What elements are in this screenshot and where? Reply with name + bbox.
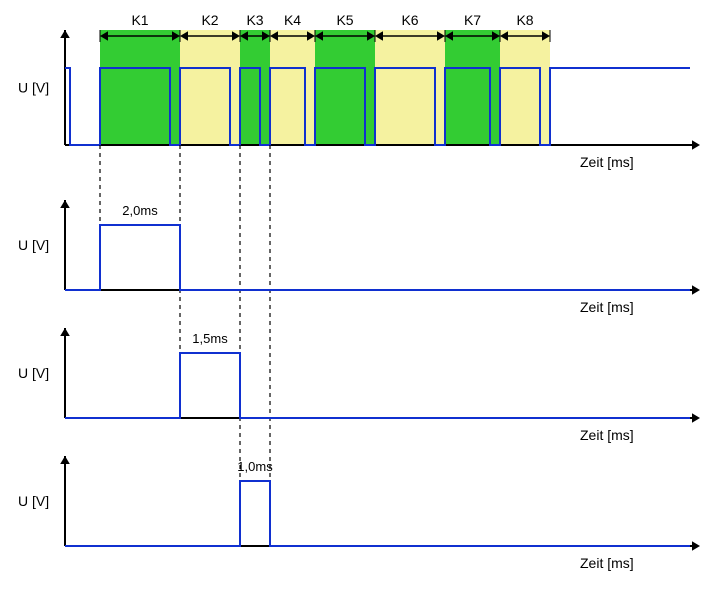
y-axis-label: U [V] [18,237,49,253]
x-axis-label: Zeit [ms] [580,427,634,443]
x-axis-label: Zeit [ms] [580,299,634,315]
pulse-label: 2,0ms [122,203,158,218]
y-axis-label: U [V] [18,365,49,381]
channel-label: K5 [336,12,353,28]
x-axis-label: Zeit [ms] [580,555,634,571]
channel-label: K7 [464,12,481,28]
x-axis-label: Zeit [ms] [580,154,634,170]
channel-pulse-3 [65,481,690,546]
channel-label: K2 [201,12,218,28]
channel-label: K6 [401,12,418,28]
channel-label: K3 [246,12,263,28]
channel-bg-k3 [240,30,270,145]
channel-bg-k8 [500,30,550,145]
channel-pulse-1 [65,225,690,290]
y-axis-label: U [V] [18,493,49,509]
channel-bg-k1 [100,30,180,145]
diagram-svg: U [V] Zeit [ms] K1 K2 K3 K4 K5 K6 K7 K8 U [V] Zeit … [0,0,720,586]
timing-diagram: U [V] Zeit [ms] K1 K2 K3 K4 K5 K6 K7 K8 U [V] Zeit … [0,0,720,586]
channel-label: K8 [516,12,533,28]
pulse-label: 1,0ms [237,459,273,474]
channel-bg-k7 [445,30,500,145]
channel-bg-k4 [270,30,315,145]
channel-label: K4 [284,12,301,28]
pulse-label: 1,5ms [192,331,228,346]
channel-pulse-2 [65,353,690,418]
channel-label: K1 [131,12,148,28]
y-axis-label: U [V] [18,80,49,96]
